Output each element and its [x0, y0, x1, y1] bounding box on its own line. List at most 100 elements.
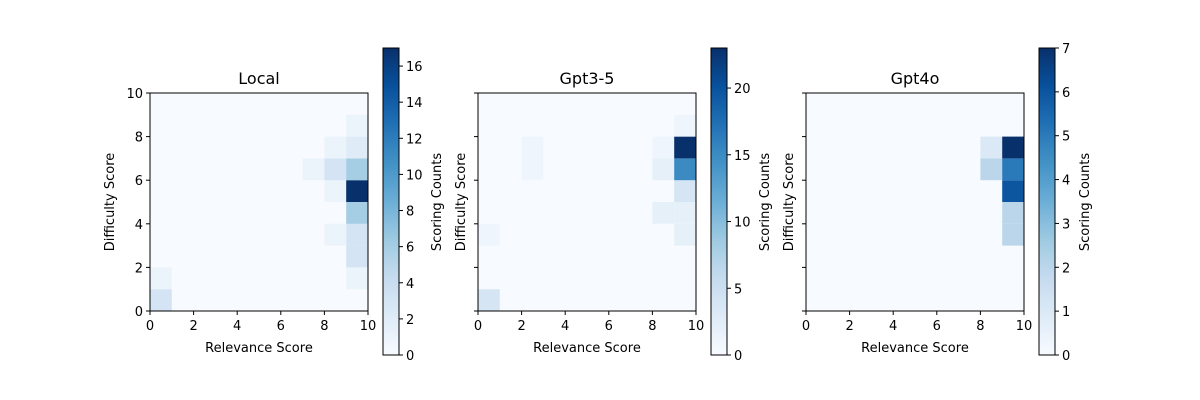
heatmap-cell	[1002, 180, 1024, 202]
heatmap-cell	[674, 223, 696, 246]
heatmap-panel-2: 0 2 4 6 8 10 0 1 2 3 4 5 6 7	[802, 42, 1070, 364]
colorbar-tick-label: 7	[1062, 42, 1070, 57]
plot-frame	[477, 92, 697, 312]
colorbar-tick-label: 12	[406, 132, 423, 147]
colorbar-tick-label: 6	[1062, 86, 1070, 101]
heatmap-cell	[346, 223, 368, 246]
colorbar-tick-label: 6	[406, 241, 414, 256]
colorbar-tick-label: 8	[406, 205, 414, 220]
heatmap-cell	[346, 158, 368, 181]
x-axis-label: Relevance Score	[533, 341, 641, 356]
x-axis-label: Relevance Score	[205, 341, 313, 356]
colorbar-tick-label: 0	[1062, 349, 1070, 364]
heatmap-cell	[150, 267, 172, 290]
x-tick-label: 10	[360, 319, 377, 334]
heatmap-panel-1: 0 2 4 6 8 10 0 5 10 15 20	[474, 47, 751, 364]
colorbar-tick-label: 4	[406, 277, 414, 292]
plot-frame	[805, 92, 1025, 312]
heatmap-cell	[346, 114, 368, 137]
x-tick-label: 0	[802, 319, 810, 334]
x-tick-label: 6	[277, 319, 285, 334]
heatmap-cell	[346, 202, 368, 224]
colorbar-tick-label: 20	[734, 82, 751, 97]
x-tick-label: 10	[688, 319, 705, 334]
x-axis-label: Relevance Score	[861, 341, 969, 356]
colorbar	[710, 47, 728, 356]
heatmap-background	[806, 93, 1024, 311]
y-axis-label: Difficulty Score	[782, 153, 797, 252]
heatmap-cell	[980, 158, 1003, 181]
heatmap-cell	[478, 289, 500, 311]
y-axis-label: Difficulty Score	[103, 153, 118, 252]
heatmap-cell	[302, 158, 325, 181]
heatmap-cell	[521, 136, 544, 159]
colorbar-tick-label: 4	[1062, 174, 1070, 189]
heatmap-cell	[1002, 223, 1024, 246]
colorbar-tick-label: 2	[406, 313, 414, 328]
colorbar-tick-label: 0	[406, 349, 414, 364]
y-tick-label: 2	[135, 261, 143, 276]
heatmap-cell	[324, 180, 347, 202]
x-tick-label: 8	[976, 319, 984, 334]
colorbar-tick-label: 1	[1062, 305, 1070, 320]
x-tick-label: 10	[1016, 319, 1033, 334]
heatmap-cell	[652, 158, 675, 181]
panel-title: Gpt4o	[891, 69, 940, 88]
heatmap-panel-0: 0 2 4 6 8 10 0 2 4 6 8 10 0 2 4 6 8 10 12 14 16	[126, 47, 423, 364]
x-tick-label: 0	[146, 319, 154, 334]
x-tick-label: 2	[517, 319, 525, 334]
colorbar-label: Scoring Counts	[758, 153, 773, 252]
heatmap-cell	[150, 289, 172, 311]
x-tick-label: 4	[889, 319, 897, 334]
panel-local: Local Relevance Score Difficulty Score S…	[103, 69, 445, 356]
heatmap-cell	[674, 114, 696, 137]
colorbar-tick-label: 5	[1062, 130, 1070, 145]
colorbar-tick-label: 10	[406, 168, 423, 183]
heatmap-cell	[1002, 136, 1024, 159]
x-tick-label: 4	[233, 319, 241, 334]
x-tick-label: 0	[474, 319, 482, 334]
x-tick-label: 8	[648, 319, 656, 334]
y-tick-label: 0	[135, 305, 143, 320]
x-tick-label: 6	[605, 319, 613, 334]
x-tick-label: 2	[189, 319, 197, 334]
colorbar-tick-label: 10	[734, 216, 751, 231]
heatmap-cell	[674, 136, 696, 159]
colorbar-tick-label: 0	[734, 349, 742, 364]
heatmap-cell	[324, 136, 347, 159]
panel-title: Gpt3-5	[560, 69, 615, 88]
colorbar-tick-label: 5	[734, 282, 742, 297]
colorbar	[382, 47, 400, 356]
heatmap-cell	[324, 223, 347, 246]
x-tick-label: 8	[320, 319, 328, 334]
colorbar-label: Scoring Counts	[1078, 153, 1093, 252]
heatmap-cell	[478, 223, 500, 246]
colorbar-tick-label: 16	[406, 60, 423, 75]
heatmap-cell	[652, 202, 675, 224]
heatmap-cell	[674, 202, 696, 224]
colorbar-label: Scoring Counts	[430, 153, 445, 252]
x-tick-label: 4	[561, 319, 569, 334]
heatmap-cell	[652, 136, 675, 159]
colorbar-tick-label: 15	[734, 149, 751, 164]
heatmap-cell	[521, 158, 544, 181]
heatmap-cell	[324, 158, 347, 181]
heatmap-cell	[980, 136, 1003, 159]
heatmap-cell	[346, 267, 368, 290]
y-tick-label: 8	[135, 131, 143, 146]
y-tick-label: 6	[135, 174, 143, 189]
heatmap-cell	[346, 180, 368, 202]
colorbar-tick-label: 14	[406, 96, 423, 111]
heatmap-cell	[674, 180, 696, 202]
colorbar	[1038, 47, 1056, 356]
heatmap-cell	[1002, 202, 1024, 224]
heatmap-cell	[346, 245, 368, 268]
panel-gpt4o: Gpt4o Relevance Score Difficulty Score S…	[782, 69, 1093, 356]
plot-frame	[149, 92, 369, 312]
y-tick-label: 4	[135, 218, 143, 233]
colorbar-tick-label: 2	[1062, 261, 1070, 276]
heatmap-cell	[1002, 158, 1024, 181]
heatmap-cell	[674, 158, 696, 181]
